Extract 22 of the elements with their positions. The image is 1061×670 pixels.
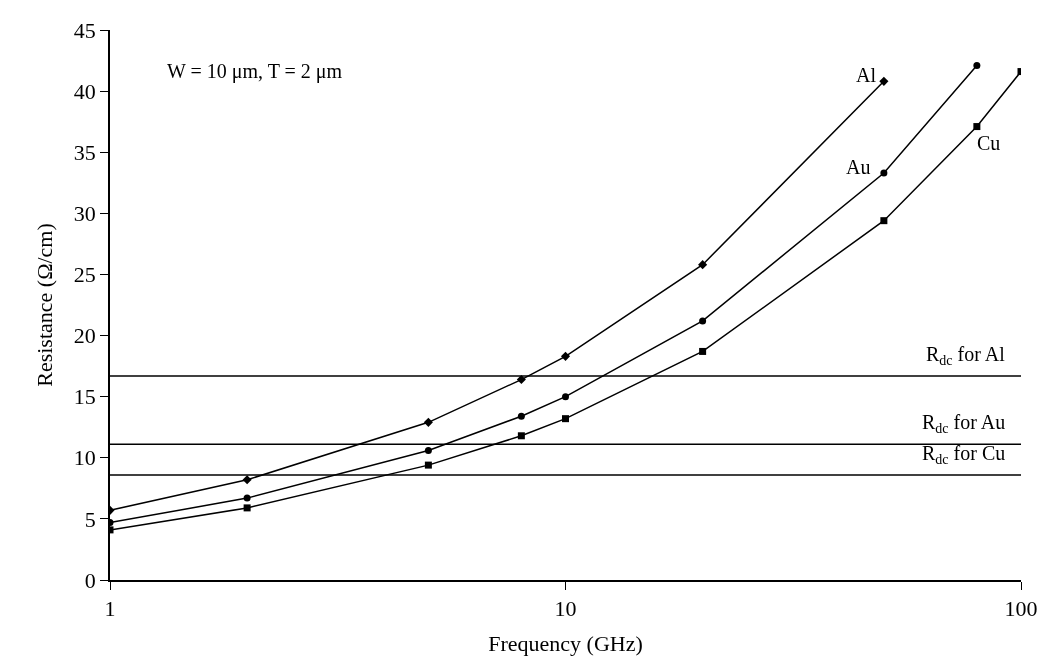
x-tick-label: 100: [1004, 596, 1038, 622]
ref-line-label: R$_{dc}$ for Al: [926, 343, 1006, 369]
y-tick-label: 25: [73, 262, 96, 288]
y-tick-label: 15: [73, 384, 96, 410]
x-tick-label: 1: [104, 596, 116, 622]
x-axis-title: Frequency (GHz): [488, 630, 643, 656]
y-axis-title: Resistance (Ω/cm): [32, 223, 58, 387]
y-tick-label: 5: [84, 506, 96, 532]
y-tick-label: 0: [84, 567, 96, 593]
y-tick-label: 30: [73, 201, 96, 227]
ref-line-label: R$_{dc}$ for Au: [922, 411, 1006, 437]
series-label: Cu: [977, 132, 1001, 154]
series-label: Al: [856, 64, 877, 86]
y-tick-label: 35: [73, 139, 96, 165]
series-label: Au: [846, 156, 871, 178]
x-tick-label: 10: [554, 596, 577, 622]
y-tick-label: 40: [73, 78, 96, 104]
annotation: W = 10 μm, T = 2 μm: [167, 60, 343, 83]
y-tick-label: 45: [73, 17, 96, 43]
y-tick-label: 10: [73, 445, 96, 471]
y-tick-label: 20: [73, 323, 96, 349]
ref-line-label: R$_{dc}$ for Cu: [922, 442, 1006, 468]
